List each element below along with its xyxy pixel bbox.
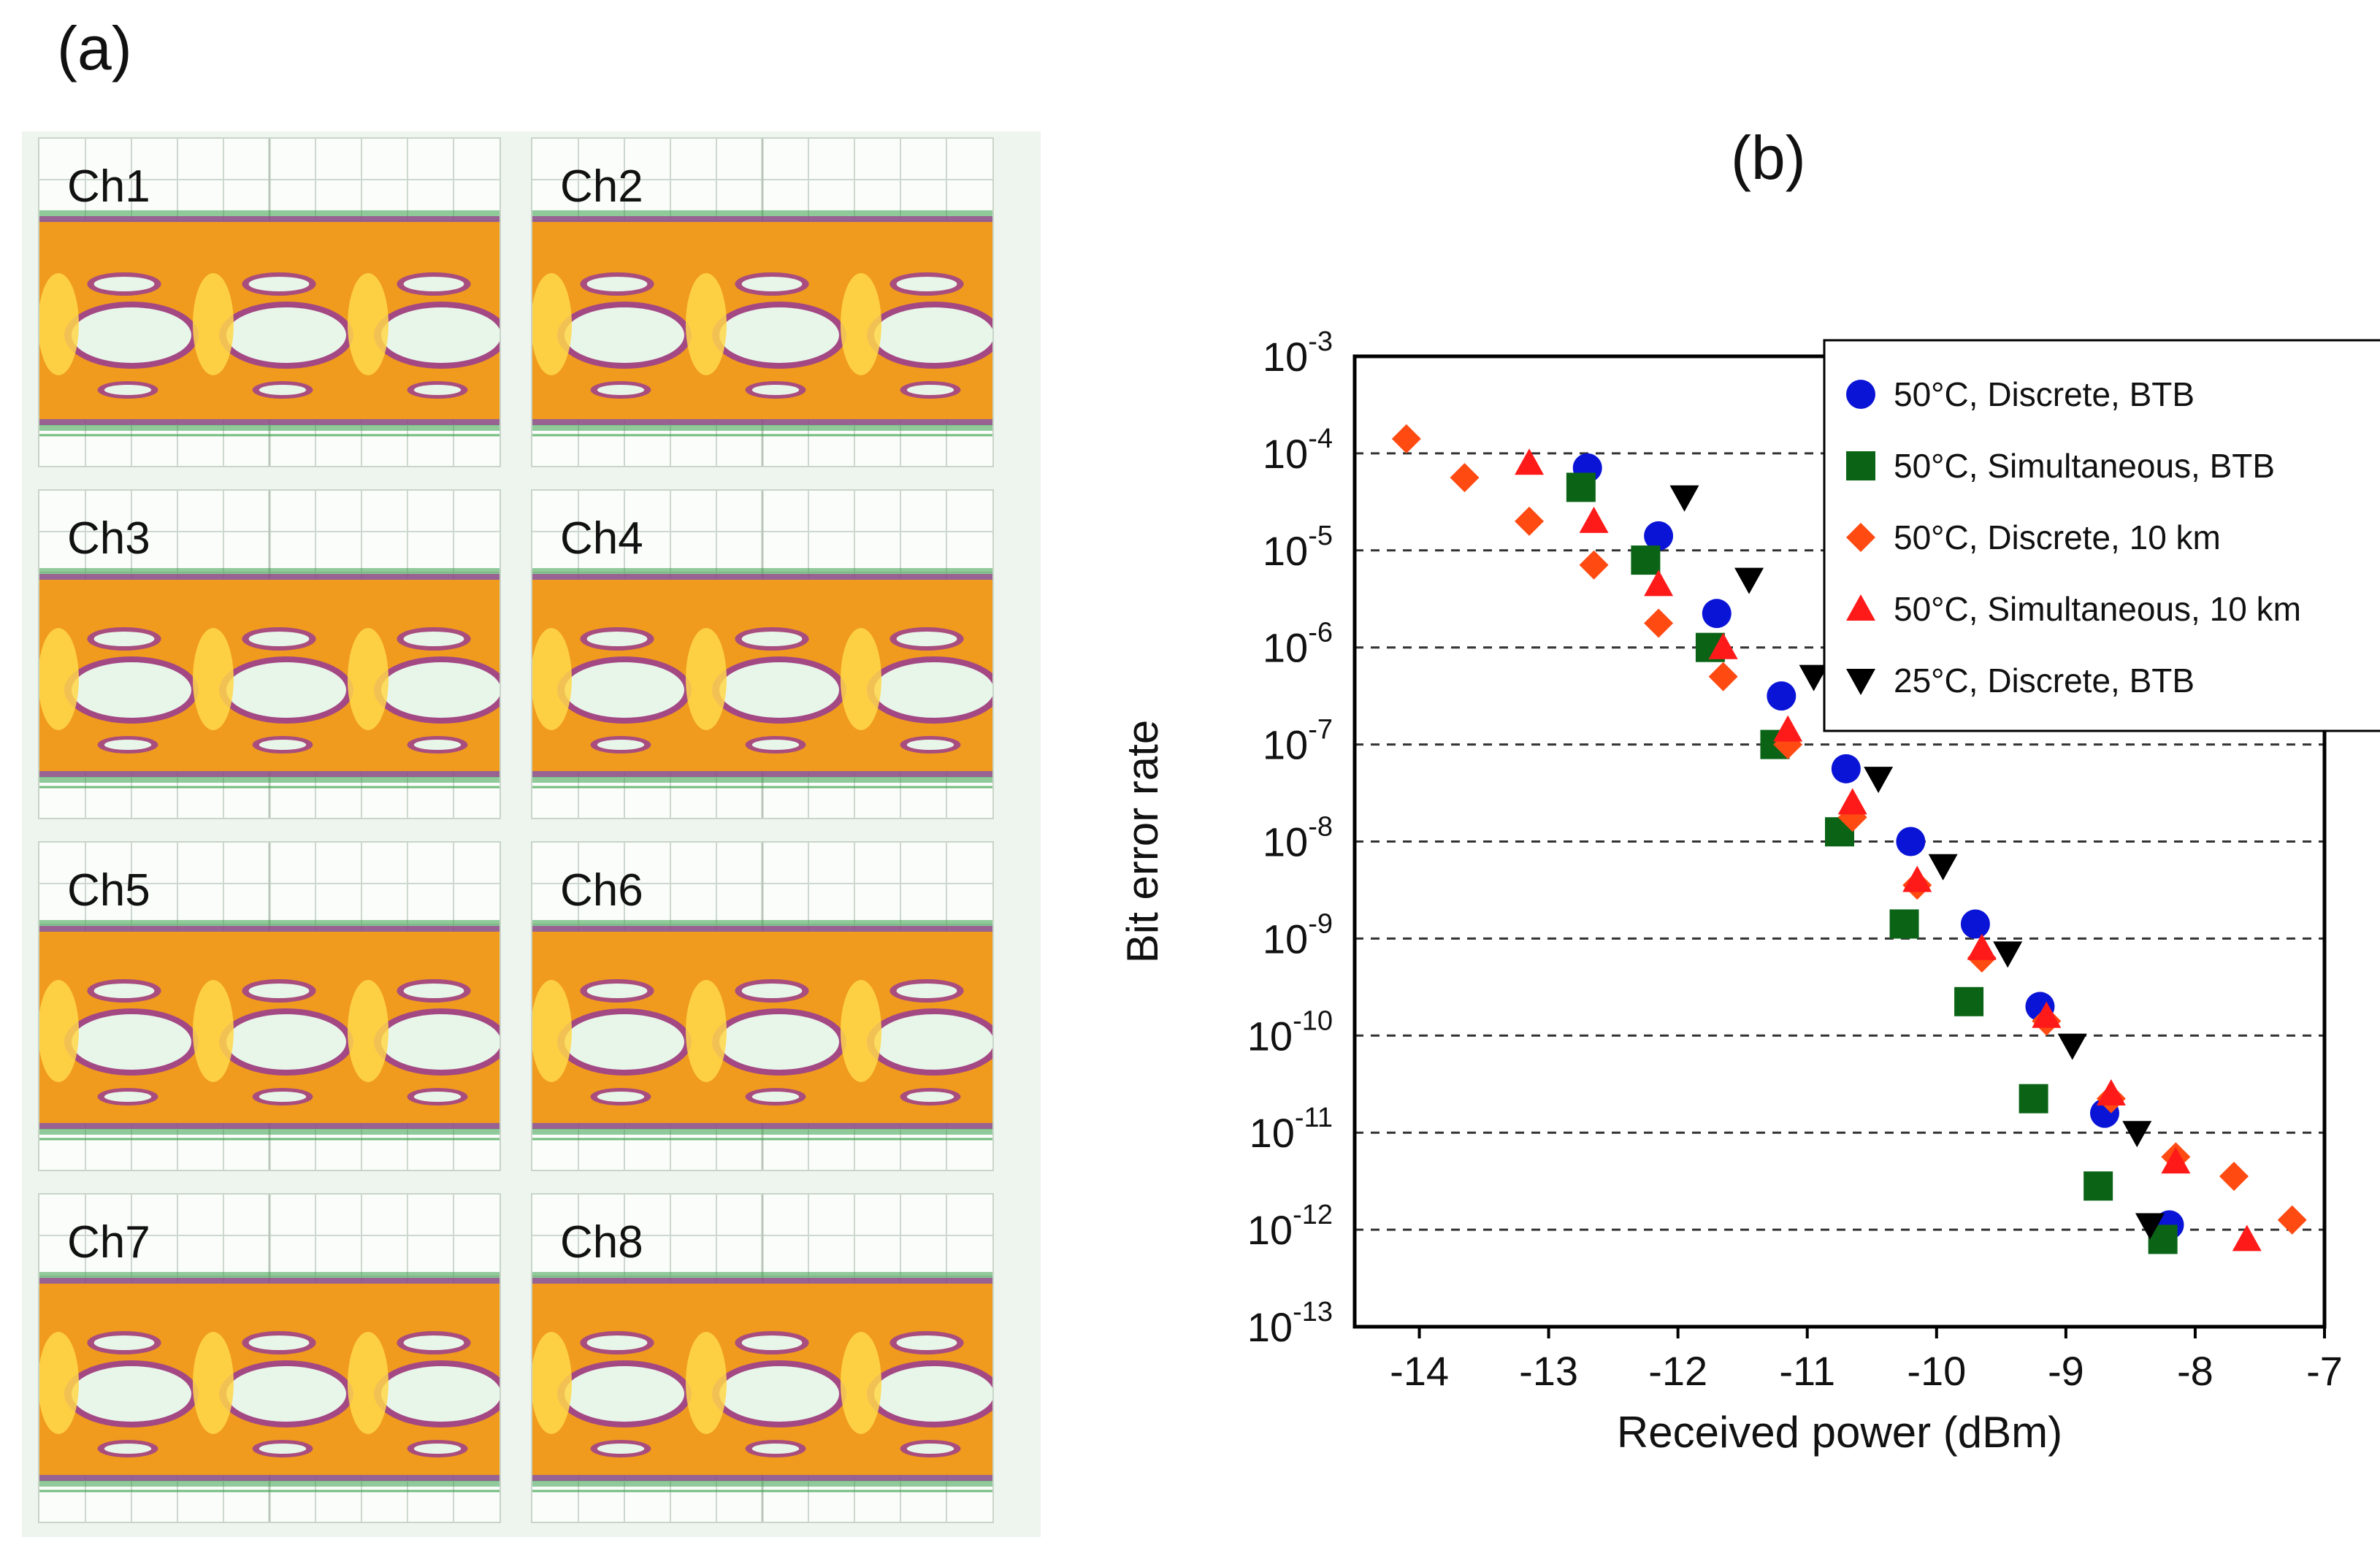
x-tick-label: -14 <box>1390 1348 1449 1394</box>
data-point <box>2135 1213 2165 1240</box>
data-point <box>1702 599 1732 629</box>
legend-marker <box>1846 451 1875 480</box>
eye-diagram-ch7: Ch7 <box>38 1193 501 1523</box>
data-point <box>2019 1084 2048 1114</box>
channel-label: Ch1 <box>67 161 150 212</box>
channel-label: Ch3 <box>67 513 150 564</box>
data-point <box>1902 865 1932 892</box>
data-point <box>2277 1205 2307 1235</box>
data-point <box>1644 521 1674 551</box>
panel-b-label: (b) <box>1731 123 1806 192</box>
eye-diagram-ch3: Ch3 <box>38 489 501 819</box>
data-point <box>1450 463 1480 493</box>
legend-marker <box>1846 523 1875 552</box>
data-point <box>2161 1147 2191 1174</box>
data-point <box>1799 664 1829 691</box>
data-point <box>1864 767 1894 794</box>
panel-a-label: (a) <box>57 14 132 83</box>
data-point <box>1928 854 1958 881</box>
channel-label: Ch4 <box>560 513 643 564</box>
data-point <box>1708 632 1738 659</box>
x-tick-label: -9 <box>2048 1348 2084 1394</box>
data-point <box>1669 485 1699 512</box>
x-tick-label: -10 <box>1907 1348 1966 1394</box>
legend-entry: 50°C, Discrete, BTB <box>1894 375 2195 413</box>
x-tick-label: -13 <box>1519 1348 1578 1394</box>
data-point <box>1391 424 1421 453</box>
eye-diagram-ch6: Ch6 <box>531 841 994 1171</box>
data-point <box>2057 1033 2087 1060</box>
y-tick-label: 10-9 <box>1263 908 1333 962</box>
data-point <box>1631 545 1661 575</box>
channel-label: Ch7 <box>67 1217 150 1268</box>
eye-diagram-ch1: Ch1 <box>38 137 501 467</box>
data-point <box>1566 472 1596 502</box>
legend-entry: 50°C, Simultaneous, BTB <box>1894 447 2275 485</box>
y-tick-label: 10-5 <box>1263 521 1333 574</box>
eye-diagram-ch8: Ch8 <box>531 1193 994 1523</box>
data-point <box>1644 608 1674 638</box>
legend-entry: 50°C, Discrete, 10 km <box>1894 518 2221 556</box>
series-3 <box>1391 424 2307 1235</box>
data-point <box>1515 448 1545 475</box>
legend-box <box>1823 339 2380 732</box>
data-point <box>2232 1225 2262 1252</box>
y-tick-label: 10-11 <box>1250 1103 1333 1156</box>
data-point <box>1767 681 1797 711</box>
data-point <box>1954 986 1984 1016</box>
channel-label: Ch8 <box>560 1217 643 1268</box>
data-point <box>1708 662 1738 691</box>
legend: 50°C, Discrete, BTB 50°C, Simultaneous, B… <box>1823 339 2380 732</box>
data-point <box>1515 506 1545 536</box>
legend-entry: 25°C, Discrete, BTB <box>1894 662 2195 700</box>
data-point <box>1579 550 1609 580</box>
y-tick-label: 10-13 <box>1247 1297 1333 1350</box>
legend-marker <box>1846 594 1875 621</box>
data-point <box>1896 827 1926 856</box>
ber-chart: -14 -13 -12 -11 -10 -9 -8 -7 10-3 10-4 10-5 10-6 10-… <box>1118 326 2380 1457</box>
data-point <box>1734 567 1764 594</box>
legend-entry: 50°C, Simultaneous, 10 km <box>1894 590 2301 628</box>
y-axis-title: Bit error rate <box>1118 720 1167 963</box>
y-tick-label: 10-6 <box>1263 618 1333 671</box>
y-tick-label: 10-8 <box>1263 812 1333 865</box>
data-point <box>2084 1171 2113 1201</box>
legend-marker <box>1846 380 1875 409</box>
legend-marker <box>1846 669 1875 695</box>
y-tick-label: 10-12 <box>1247 1200 1333 1253</box>
data-point <box>2122 1121 2152 1148</box>
series-5 <box>1669 485 2165 1240</box>
y-tick-label: 10-3 <box>1263 326 1333 380</box>
data-point <box>1993 941 2023 968</box>
y-tick-label: 10-10 <box>1247 1005 1333 1059</box>
x-tick-label: -7 <box>2306 1348 2343 1394</box>
eye-diagram-ch4: Ch4 <box>531 489 994 819</box>
eye-diagram-ch5: Ch5 <box>38 841 501 1171</box>
data-point <box>1837 788 1867 815</box>
data-point <box>1579 506 1609 533</box>
data-point <box>2096 1079 2126 1106</box>
data-point <box>1773 715 1803 742</box>
x-axis-title: Received power (dBm) <box>1617 1408 2062 1457</box>
data-point <box>1644 570 1674 597</box>
eye-diagram-ch2: Ch2 <box>531 137 994 467</box>
x-tick-label: -8 <box>2177 1348 2213 1394</box>
data-point <box>2219 1162 2249 1192</box>
channel-label: Ch2 <box>560 161 643 212</box>
channel-label: Ch5 <box>67 865 150 916</box>
y-tick-label: 10-4 <box>1263 424 1333 477</box>
eye-diagram-grid: Ch1 Ch2 Ch3 Ch4 Ch5 Ch6 Ch7 Ch8 <box>22 131 1041 1537</box>
x-tick-label: -11 <box>1779 1348 1835 1394</box>
data-point <box>2032 1001 2062 1028</box>
data-point <box>1967 933 1997 960</box>
data-point <box>1831 754 1861 783</box>
data-point <box>1889 909 1919 939</box>
y-tick-label: 10-7 <box>1263 715 1333 768</box>
data-point <box>1960 909 1990 939</box>
x-tick-label: -12 <box>1648 1348 1707 1394</box>
channel-label: Ch6 <box>560 865 643 916</box>
series-4 <box>1515 448 2262 1252</box>
